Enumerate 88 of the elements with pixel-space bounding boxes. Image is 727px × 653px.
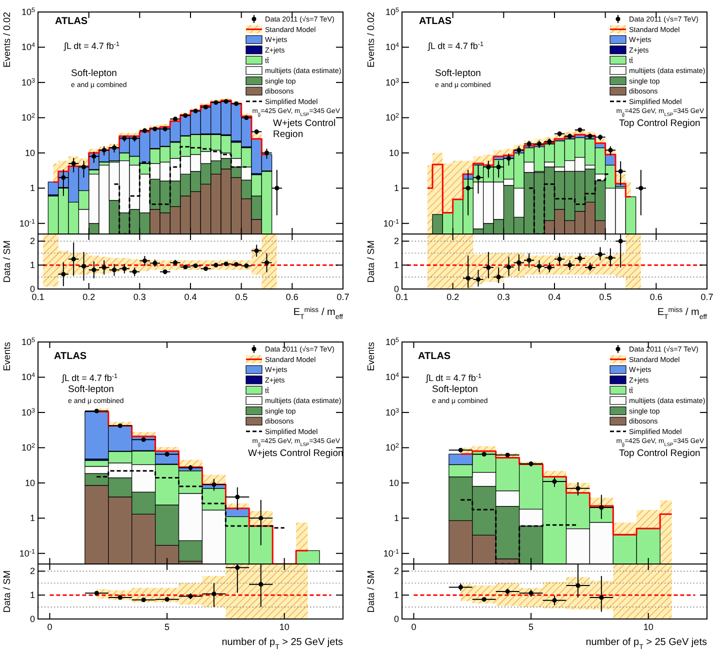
y-tick-label: 10$^{3}$ xyxy=(385,76,400,88)
x-tick-label: 0.4 xyxy=(184,292,197,302)
y-axis-title: Events xyxy=(2,342,13,372)
y-tick-label: 10 xyxy=(24,148,35,158)
y-tick-label: 10 xyxy=(24,478,35,488)
y-tick-label: 1 xyxy=(394,513,399,524)
y-tick-label: 10$^{5}$ xyxy=(21,336,36,347)
x-axis-title: number of p$_{T}$ > 25 GeV jets xyxy=(586,637,707,650)
y-tick-label: 10$^{-1}$ xyxy=(383,218,400,228)
y-tick-label: 1 xyxy=(30,513,35,524)
y-tick-label: 10$^{4}$ xyxy=(21,42,36,52)
y-tick-label: 1 xyxy=(394,183,399,194)
y-tick-label: 1 xyxy=(30,590,35,600)
x-tick-label: 10 xyxy=(279,622,290,632)
x-tick-label: 0.3 xyxy=(133,292,146,302)
annotation: Soft-lepton xyxy=(68,384,114,395)
x-tick-label: 5 xyxy=(164,622,170,632)
x-tick-label: 0.1 xyxy=(396,292,408,302)
y-tick-label: 10 xyxy=(388,148,399,158)
y-tick-label: 2 xyxy=(30,236,35,246)
y-axis-title: Events xyxy=(366,342,377,372)
annotation: Top Control Region xyxy=(619,448,700,459)
y-axis-title: Data / SM xyxy=(366,570,377,613)
y-tick-label: 0 xyxy=(394,614,399,624)
y-tick-label: 2 xyxy=(394,566,399,576)
x-tick-label: 0 xyxy=(411,622,416,632)
annotation: Soft-lepton xyxy=(71,68,117,79)
x-tick-label: 0.7 xyxy=(700,292,714,302)
x-tick-label: 0.7 xyxy=(336,292,350,302)
y-tick-label: 2 xyxy=(30,566,35,576)
y-tick-label: 1 xyxy=(394,260,399,270)
annotation: ∫L dt = 4.7 fb$^{-1}$ xyxy=(427,40,484,51)
x-tick-label: 5 xyxy=(528,622,534,632)
y-tick-label: 10$^{3}$ xyxy=(21,76,36,88)
annotation: Soft-lepton xyxy=(432,384,478,395)
x-tick-label: 0.4 xyxy=(548,292,561,302)
annotation: ∫L dt = 4.7 fb$^{-1}$ xyxy=(425,372,482,383)
x-tick-label: 0.5 xyxy=(599,292,612,302)
annotation: ∫L dt = 4.7 fb$^{-1}$ xyxy=(61,372,118,383)
y-tick-label: 10$^{2}$ xyxy=(385,442,400,453)
x-tick-label: 0 xyxy=(47,622,52,632)
y-axis-title: Events / 0.02 xyxy=(366,12,377,68)
annotation: W+jets Control Region xyxy=(273,118,336,140)
x-axis-title: E$_{T}$$^{miss}$ / m$_{eff}$ xyxy=(657,306,708,320)
y-tick-label: 10$^{5}$ xyxy=(385,336,400,347)
y-tick-label: 1 xyxy=(394,590,399,600)
y-tick-label: 2 xyxy=(394,236,399,246)
y-tick-label: 10$^{5}$ xyxy=(385,6,400,17)
y-tick-label: 0 xyxy=(394,284,399,294)
annotation: ATLAS xyxy=(419,16,452,27)
x-tick-label: 0.1 xyxy=(32,292,44,302)
y-axis-title: Data / SM xyxy=(2,240,13,283)
x-tick-label: 0.6 xyxy=(650,292,662,302)
y-tick-label: 10$^{3}$ xyxy=(385,406,400,418)
y-tick-label: 10$^{4}$ xyxy=(385,372,400,382)
y-tick-label: 10$^{4}$ xyxy=(385,42,400,52)
y-tick-label: 10$^{-1}$ xyxy=(19,218,36,228)
y-axis-title: Events / 0.02 xyxy=(2,12,13,68)
x-tick-label: 10 xyxy=(643,622,654,632)
annotation: ATLAS xyxy=(54,351,87,362)
y-tick-label: 0 xyxy=(30,614,35,624)
y-axis-title: Data / SM xyxy=(2,570,13,613)
y-tick-label: 10$^{-1}$ xyxy=(383,548,400,558)
y-axis-title: Data / SM xyxy=(366,240,377,283)
y-tick-label: 10$^{4}$ xyxy=(21,372,36,382)
x-tick-label: 0.5 xyxy=(235,292,248,302)
x-tick-label: 0.2 xyxy=(82,292,96,302)
x-axis-title: E$_{T}$$^{miss}$ / m$_{eff}$ xyxy=(293,306,344,320)
y-tick-label: 10$^{2}$ xyxy=(21,112,36,123)
y-tick-label: 0 xyxy=(30,284,35,294)
annotation: ATLAS xyxy=(418,351,451,362)
y-tick-label: 10$^{2}$ xyxy=(385,112,400,123)
y-tick-label: 10$^{3}$ xyxy=(21,406,36,418)
annotation: Top Control Region xyxy=(619,118,700,129)
y-tick-label: 1 xyxy=(30,260,35,270)
x-tick-label: 0.6 xyxy=(286,292,298,302)
annotation: ∫L dt = 4.7 fb$^{-1}$ xyxy=(63,40,120,51)
x-tick-label: 0.3 xyxy=(497,292,510,302)
y-tick-label: 10$^{-1}$ xyxy=(19,548,36,558)
x-axis-title: number of p$_{T}$ > 25 GeV jets xyxy=(222,637,343,650)
annotation: W+jets Control Region xyxy=(248,448,344,459)
annotation: Soft-lepton xyxy=(435,68,481,79)
y-tick-label: 10$^{5}$ xyxy=(21,6,36,17)
y-tick-label: 1 xyxy=(30,183,35,194)
y-tick-label: 10$^{2}$ xyxy=(21,442,36,453)
y-tick-label: 10 xyxy=(388,478,399,488)
annotation: ATLAS xyxy=(55,16,88,27)
x-tick-label: 0.2 xyxy=(446,292,460,302)
